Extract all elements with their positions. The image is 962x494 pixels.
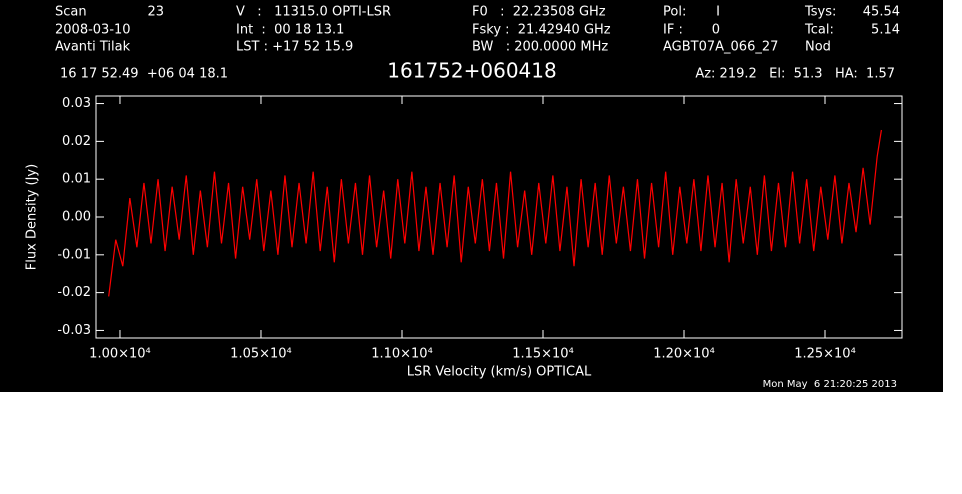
header-text: BW : 200.0000 MHz — [472, 40, 608, 55]
header-text: Avanti Tilak — [55, 40, 131, 55]
y-tick-label: -0.02 — [57, 285, 91, 300]
header-text: IF : — [663, 23, 683, 38]
header-text: I — [716, 5, 720, 20]
y-tick-label: 0.00 — [62, 210, 91, 225]
x-tick-label: 1.15×10⁴ — [512, 347, 574, 362]
x-tick-label: 1.10×10⁴ — [371, 347, 433, 362]
y-tick-label: 0.03 — [62, 96, 91, 111]
header-text: V : 11315.0 OPTI-LSR — [236, 5, 391, 20]
header-text: Az: 219.2 El: 51.3 HA: 1.57 — [695, 67, 895, 82]
x-tick-label: 1.20×10⁴ — [653, 347, 715, 362]
header-text: Pol: — [663, 5, 686, 20]
header-text: AGBT07A_066_27 — [663, 40, 778, 55]
x-tick-label: 1.00×10⁴ — [89, 347, 151, 362]
x-axis-label: LSR Velocity (km/s) OPTICAL — [407, 365, 592, 380]
y-tick-label: 0.02 — [62, 134, 91, 149]
header-text: 5.14 — [871, 23, 900, 38]
header-text: 45.54 — [863, 5, 900, 20]
header-text: Tsys: — [804, 5, 836, 20]
y-tick-label: 0.01 — [62, 172, 91, 187]
header-text: 0 — [712, 23, 720, 38]
plot-background — [0, 0, 943, 392]
y-tick-label: -0.03 — [57, 323, 91, 338]
header-text: F0 : 22.23508 GHz — [472, 5, 606, 20]
x-tick-label: 1.25×10⁴ — [794, 347, 856, 362]
timestamp: Mon May 6 21:20:25 2013 — [763, 379, 897, 390]
header-text: 16 17 52.49 +06 04 18.1 — [60, 67, 228, 82]
y-axis-label: Flux Density (Jy) — [25, 164, 40, 270]
spectrum-line — [108, 129, 883, 297]
header-text: Int : 00 18 13.1 — [236, 23, 344, 38]
y-tick-label: -0.01 — [57, 247, 91, 262]
header-text: 23 — [147, 5, 164, 20]
header-text: Fsky : 21.42940 GHz — [472, 23, 611, 38]
chart-title: 161752+060418 — [387, 59, 556, 83]
header-text: LST : +17 52 15.9 — [236, 40, 353, 55]
header-text: 2008-03-10 — [55, 23, 131, 38]
header-text: Tcal: — [804, 23, 834, 38]
header-text: Nod — [805, 40, 831, 55]
header-text: Scan — [55, 5, 87, 20]
x-tick-label: 1.05×10⁴ — [230, 347, 292, 362]
